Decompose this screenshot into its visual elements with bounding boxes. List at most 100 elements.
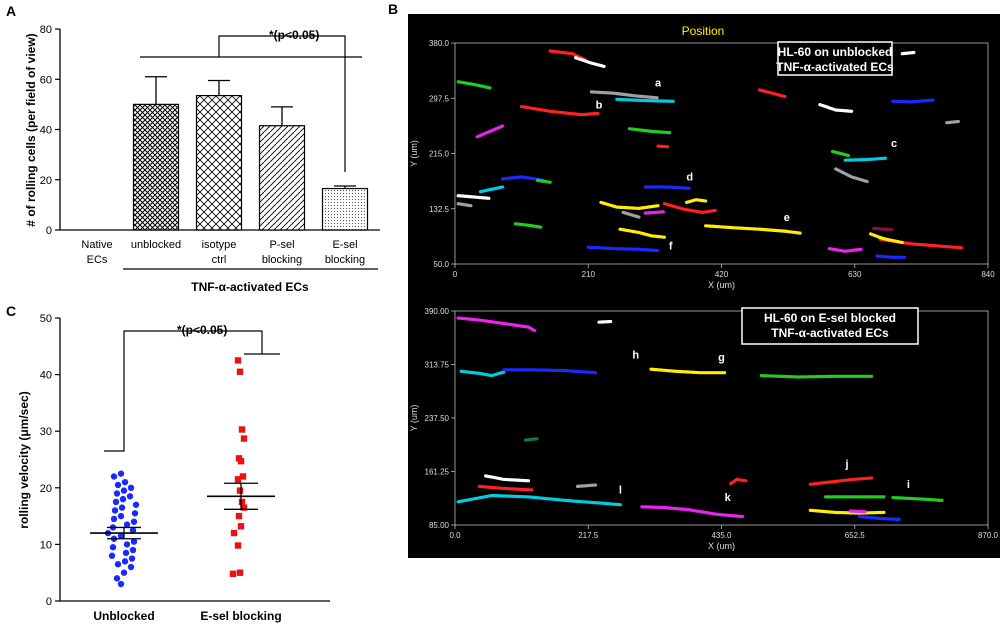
data-point-esel xyxy=(229,570,237,578)
cell-track xyxy=(456,493,623,507)
x-tick-label: 210 xyxy=(582,270,596,279)
panel-c-letter: C xyxy=(6,303,16,319)
cell-track xyxy=(459,369,506,378)
y-tick-label: 50.0 xyxy=(433,260,449,269)
y-tick-label: 85.00 xyxy=(429,521,450,530)
data-point-unblocked xyxy=(127,484,135,491)
x-tick-label: 0 xyxy=(453,270,458,279)
data-point-esel xyxy=(236,368,244,375)
cell-track xyxy=(535,178,552,184)
data-point-esel xyxy=(238,426,246,433)
category-label: Native xyxy=(81,239,112,251)
track-marker-label: l xyxy=(619,484,622,496)
cell-track xyxy=(478,185,505,194)
data-point-esel xyxy=(234,357,242,364)
cell-track xyxy=(891,98,936,104)
cell-track xyxy=(818,102,854,113)
y-tick-label: 313.75 xyxy=(425,361,450,370)
y-axis-title: rolling velocity (μm/sec) xyxy=(17,391,31,528)
cell-track xyxy=(477,484,534,492)
y-tick-label: 40 xyxy=(40,125,52,137)
significance-label: *(p<0.05) xyxy=(177,323,227,337)
track-marker-label: h xyxy=(632,350,639,362)
y-tick-label: 30 xyxy=(40,426,52,438)
y-tick-label: 80 xyxy=(40,24,52,36)
cell-track xyxy=(456,194,492,200)
data-point-esel xyxy=(235,512,243,520)
cell-track xyxy=(703,224,803,235)
y-tick-label: 60 xyxy=(40,74,52,86)
track-marker-label: a xyxy=(655,78,662,90)
bar-2 xyxy=(132,103,180,231)
track-marker-label: e xyxy=(784,212,790,224)
data-point-unblocked xyxy=(110,473,118,480)
panel-b-letter: B xyxy=(388,1,398,17)
data-point-unblocked xyxy=(111,507,119,514)
condition-label-line1: HL-60 on unblocked xyxy=(778,45,893,59)
track-marker-label: j xyxy=(845,458,849,470)
data-point-esel xyxy=(238,498,246,506)
cell-track xyxy=(573,56,606,69)
cell-track xyxy=(830,149,851,158)
condition-label-box xyxy=(741,307,919,345)
y-tick-label: 390.00 xyxy=(425,307,450,316)
category-label: ECs xyxy=(87,254,108,266)
cell-track xyxy=(615,97,676,103)
data-point-unblocked xyxy=(120,569,128,576)
data-point-unblocked xyxy=(127,563,135,571)
y-axis-title: Y (um) xyxy=(409,405,419,432)
y-tick-label: 20 xyxy=(40,175,52,187)
data-point-esel xyxy=(230,529,238,537)
group-label: TNF-α-activated ECs xyxy=(191,280,309,294)
cell-track xyxy=(575,483,598,488)
track-marker-label: k xyxy=(725,492,732,504)
cell-track xyxy=(759,374,874,379)
track-marker-label: d xyxy=(686,171,693,183)
cell-track xyxy=(757,88,787,99)
data-point-esel xyxy=(240,435,248,442)
bar-4 xyxy=(258,125,306,231)
x-axis-title: X (um) xyxy=(708,280,735,290)
cell-track xyxy=(621,210,641,219)
tracking-subplot-2: 0.0 217.5 435.0 652.5 870.0 85.00 161.25 237.50… xyxy=(409,307,999,551)
condition-label-line2: TNF-α-activated ECs xyxy=(776,60,894,74)
data-point-esel xyxy=(234,476,242,483)
cell-track xyxy=(857,514,901,522)
cell-track xyxy=(456,202,473,208)
cell-track xyxy=(729,477,748,486)
data-point-unblocked xyxy=(121,558,129,565)
cell-track xyxy=(808,508,886,515)
x-tick-label: 0.0 xyxy=(449,531,461,540)
condition-label-line1: HL-60 on E-sel blocked xyxy=(764,311,896,325)
x-tick-label: 840 xyxy=(981,270,995,279)
data-point-esel xyxy=(237,523,245,530)
track-marker-label: i xyxy=(907,479,910,491)
cell-track xyxy=(640,505,745,519)
y-tick-label: 10 xyxy=(40,539,52,551)
cell-track xyxy=(502,368,598,375)
x-tick-label: 435.0 xyxy=(711,531,732,540)
sig-bracket xyxy=(218,35,346,172)
cell-track xyxy=(684,198,708,204)
data-point-esel xyxy=(240,504,248,511)
plot-title: Position xyxy=(682,24,725,38)
data-point-unblocked xyxy=(129,527,137,534)
data-point-unblocked xyxy=(126,493,134,500)
category-label: P-sel xyxy=(269,239,294,251)
y-tick-label: 215.0 xyxy=(429,150,450,159)
data-point-esel xyxy=(237,457,245,465)
bar-5 xyxy=(321,187,369,231)
data-point-unblocked xyxy=(114,481,122,489)
cell-track xyxy=(868,232,904,245)
cell-track xyxy=(519,104,600,117)
cell-track xyxy=(475,124,505,139)
cell-track xyxy=(599,200,660,210)
cell-track xyxy=(513,222,543,229)
data-point-unblocked xyxy=(114,561,122,568)
data-point-unblocked xyxy=(131,510,139,517)
data-point-unblocked xyxy=(113,575,121,582)
category-label: E-sel xyxy=(332,239,357,251)
cell-track xyxy=(627,127,673,135)
cell-track xyxy=(523,437,540,442)
cell-track xyxy=(649,367,727,375)
